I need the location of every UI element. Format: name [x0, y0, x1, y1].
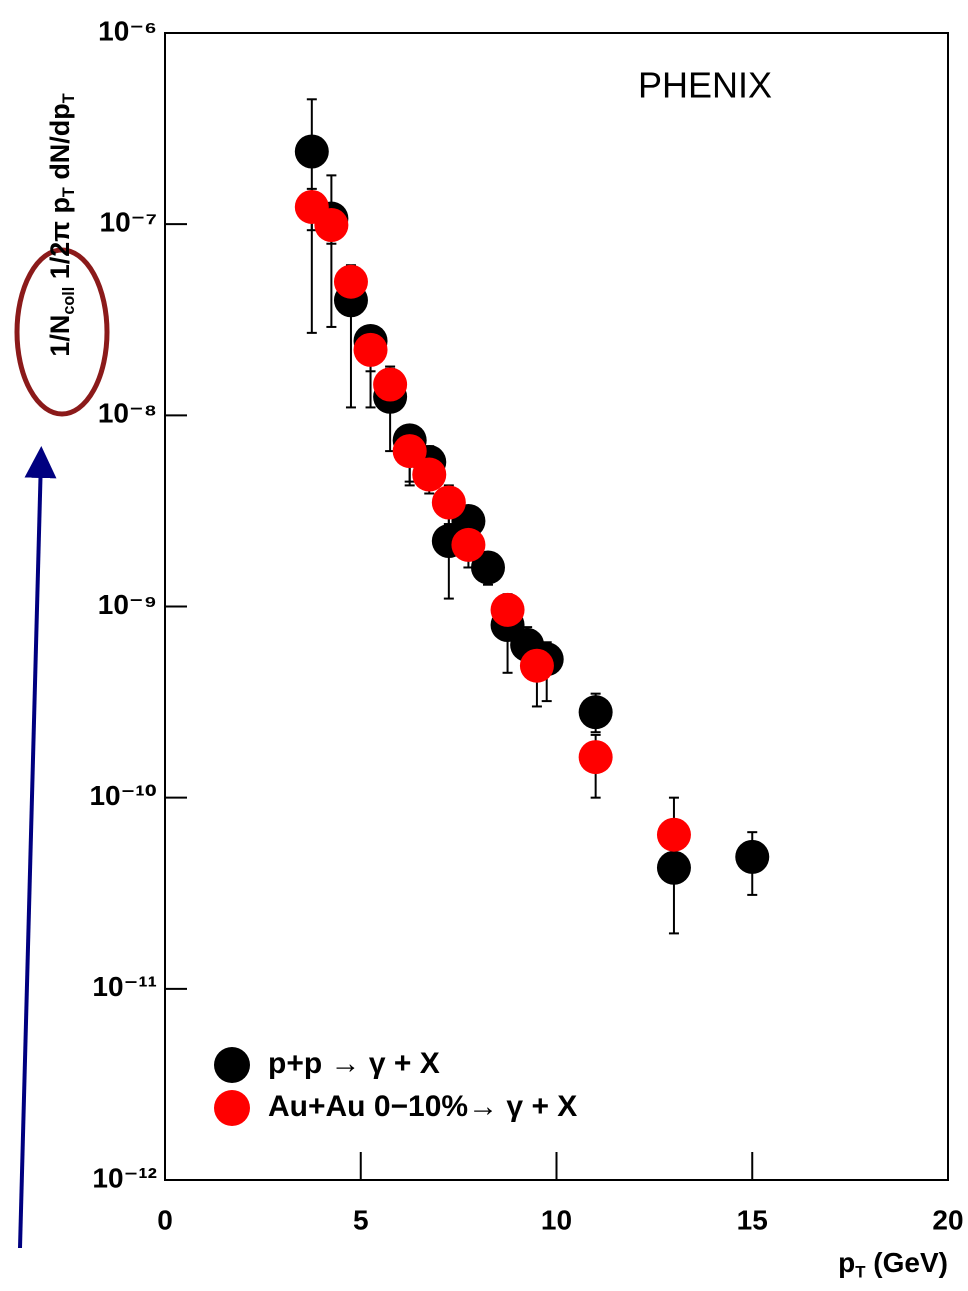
data-point — [431, 485, 466, 520]
legend-marker — [214, 1047, 250, 1083]
highlight-ellipse — [14, 247, 110, 417]
data-point — [353, 332, 388, 367]
legend-marker — [214, 1090, 250, 1126]
annotation: PHENIX — [638, 65, 772, 106]
data-point — [294, 134, 329, 169]
x-tick-label: 15 — [737, 1204, 768, 1235]
x-tick-label: 0 — [157, 1204, 173, 1235]
label-part: coll — [60, 287, 78, 315]
x-tick-label: 20 — [932, 1204, 963, 1235]
data-point — [392, 434, 427, 469]
label-part: dN/dp — [45, 103, 75, 187]
y-tick-label: 10⁻¹¹ — [92, 971, 157, 1002]
data-point — [373, 367, 408, 402]
y-tick-label: 10⁻⁷ — [100, 207, 157, 238]
label-part: 1/N — [45, 315, 75, 357]
data-point — [656, 850, 691, 885]
data-point — [470, 550, 505, 585]
label-part: (GeV) — [866, 1247, 948, 1278]
plot-frame — [164, 32, 949, 1181]
y-tick-label: 10⁻¹² — [92, 1162, 157, 1193]
legend-label: Au+Au 0−10%→ γ + X — [268, 1090, 577, 1123]
data-point — [578, 740, 613, 775]
data-point — [333, 264, 368, 299]
x-tick-label: 5 — [353, 1204, 369, 1235]
y-tick-label: 10⁻⁹ — [98, 589, 157, 620]
data-point — [451, 527, 486, 562]
y-tick-label: 10⁻⁶ — [98, 15, 157, 46]
label-part: T — [60, 187, 78, 197]
data-point — [490, 592, 525, 627]
legend-label: p+p → γ + X — [268, 1047, 440, 1080]
label-part: 1/2π p — [45, 197, 75, 287]
label-part: T — [855, 1263, 866, 1282]
x-tick-label: 10 — [541, 1204, 572, 1235]
pointer-arrow — [18, 446, 57, 1249]
y-tick-label: 10⁻¹⁰ — [89, 780, 157, 811]
data-point — [412, 457, 447, 492]
data-point — [735, 839, 770, 874]
data-point — [656, 817, 691, 852]
label-part: p — [838, 1247, 855, 1278]
y-axis-label: 1/Ncoll 1/2π pT dN/dpT — [45, 93, 78, 357]
data-point — [578, 695, 613, 730]
label-part: T — [60, 93, 78, 103]
data-point — [519, 648, 554, 683]
y-tick-label: 10⁻⁸ — [98, 398, 157, 429]
x-axis-label: pT (GeV) — [838, 1247, 948, 1281]
data-point — [314, 208, 349, 243]
